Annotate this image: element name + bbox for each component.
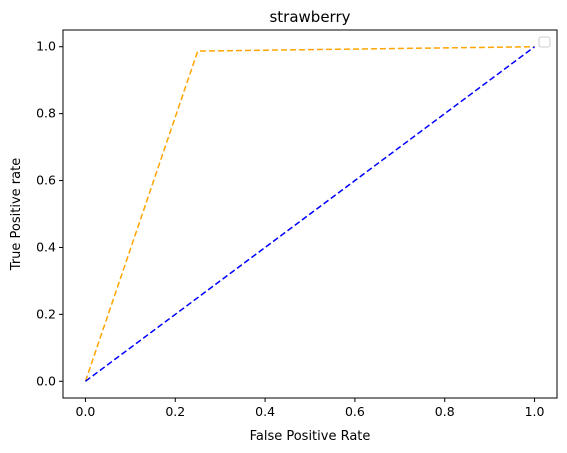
y-tick-label: 0.4 (36, 239, 56, 254)
x-axis-label: False Positive Rate (250, 429, 371, 444)
x-tick-label: 0.0 (76, 404, 96, 419)
y-axis-ticks: 0.0 0.2 0.4 0.6 0.8 1.0 (36, 39, 63, 388)
legend-box (538, 36, 551, 48)
y-axis-label: True Positive rate (9, 158, 24, 271)
plot-area-frame (62, 29, 558, 399)
series-layer (84, 45, 535, 382)
chart-title: strawberry (269, 8, 350, 26)
y-tick-label: 0.0 (36, 373, 56, 388)
series-line-1 (85, 46, 535, 382)
x-tick-label: 0.4 (255, 404, 275, 419)
y-tick-label: 0.8 (36, 106, 56, 121)
x-tick-label: 0.6 (345, 404, 365, 419)
y-tick-label: 0.2 (36, 306, 56, 321)
x-tick-label: 1.0 (525, 404, 545, 419)
x-tick-label: 0.8 (435, 404, 455, 419)
x-axis-ticks: 0.0 0.2 0.4 0.6 0.8 1.0 (76, 398, 545, 419)
y-tick-label: 1.0 (36, 39, 56, 54)
y-tick-label: 0.6 (36, 173, 56, 188)
x-tick-label: 0.2 (165, 404, 185, 419)
